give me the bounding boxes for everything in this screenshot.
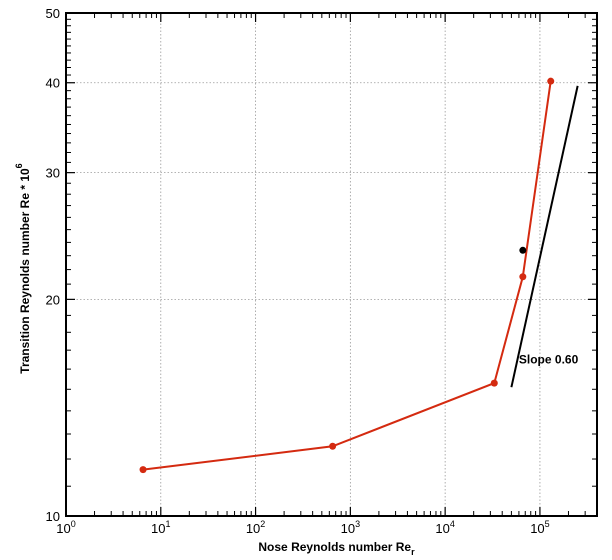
reference-layer: Slope 0.60 [510, 85, 579, 388]
y-axis-title-superscript: 6 [14, 163, 24, 168]
y-axis-title: Transition Reynolds number Re * 106 [14, 163, 32, 373]
series-point [329, 442, 337, 450]
x-tick-exponent: 0 [71, 519, 76, 529]
series-point [490, 379, 498, 387]
x-tick-exponent: 2 [260, 519, 265, 529]
x-axis-title: Nose Reynolds number Rer [258, 540, 415, 557]
x-tick-labels: 100 101 102 103 104 105 [56, 519, 549, 536]
series-point [139, 466, 147, 474]
series-line [142, 81, 552, 471]
extra-point [519, 246, 527, 254]
grid-lines [66, 13, 597, 516]
x-tick-base: 10 [435, 521, 449, 536]
x-tick-label: 100 [56, 519, 75, 536]
y-axis-title-text: Transition Reynolds number Re * 10 [18, 168, 32, 374]
x-tick-exponent: 5 [545, 519, 550, 529]
x-tick-label: 101 [151, 519, 170, 536]
reference-slope-line [510, 85, 579, 388]
x-tick-exponent: 4 [450, 519, 455, 529]
series-layer [139, 77, 555, 474]
x-tick-label: 105 [530, 519, 549, 536]
x-axis-title-subscript: r [411, 547, 415, 557]
x-tick-label: 103 [341, 519, 360, 536]
x-tick-exponent: 3 [355, 519, 360, 529]
x-tick-base: 10 [530, 521, 544, 536]
y-tick-label: 20 [46, 292, 60, 307]
slope-annotation: Slope 0.60 [519, 352, 579, 366]
series-point [519, 273, 527, 281]
major-ticks [65, 12, 597, 517]
x-tick-exponent: 1 [166, 519, 171, 529]
y-tick-label: 10 [46, 509, 60, 524]
x-tick-label: 104 [435, 519, 454, 536]
x-axis-title-text: Nose Reynolds number Re [258, 540, 411, 554]
x-tick-base: 10 [246, 521, 260, 536]
x-tick-base: 10 [56, 521, 70, 536]
y-tick-label: 30 [46, 166, 60, 181]
y-tick-label: 40 [46, 76, 60, 91]
plot-frame [65, 12, 598, 517]
series-point [547, 77, 555, 85]
x-tick-base: 10 [341, 521, 355, 536]
minor-ticks [66, 13, 598, 516]
x-tick-label: 102 [246, 519, 265, 536]
x-tick-base: 10 [151, 521, 165, 536]
y-tick-labels: 10 20 30 40 50 [46, 6, 60, 524]
y-tick-label: 50 [46, 6, 60, 21]
